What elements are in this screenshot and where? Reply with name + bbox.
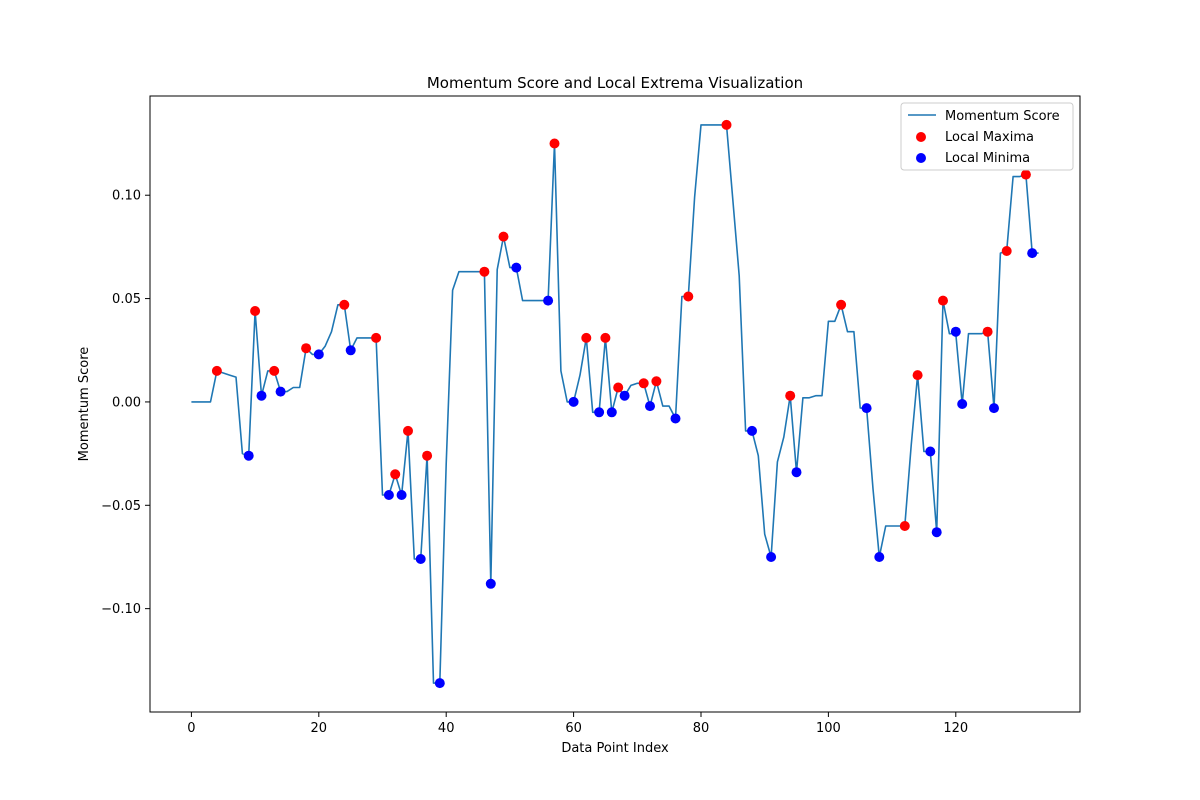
local-minima-point xyxy=(256,390,267,401)
local-maxima-point xyxy=(498,231,509,242)
local-minima-point xyxy=(874,552,885,562)
local-maxima-point xyxy=(600,332,611,343)
y-tick-label: 0.05 xyxy=(112,292,141,307)
local-maxima-point xyxy=(269,365,280,376)
local-maxima-point xyxy=(403,425,413,436)
local-maxima-point xyxy=(982,326,993,337)
local-minima-point xyxy=(396,490,407,500)
local-minima-point xyxy=(568,396,579,407)
local-maxima-point xyxy=(581,332,592,343)
local-minima-point xyxy=(415,554,426,564)
local-minima-point xyxy=(931,527,942,538)
axes-layer: 0 20 40 60 80 100 120 −0.10 −0.05 0.00 0.05 0.10 xyxy=(101,95,1081,736)
local-maxima-point xyxy=(785,390,796,401)
legend-marker-swatch xyxy=(916,132,926,142)
y-tick-label: 0.00 xyxy=(112,395,141,410)
local-maxima-point xyxy=(339,299,350,310)
plot-layer xyxy=(191,119,1039,689)
legend-marker-swatch xyxy=(916,153,926,163)
local-maxima-point xyxy=(836,299,847,310)
local-minima-point xyxy=(275,386,286,397)
x-axis-label: Data Point Index xyxy=(561,741,669,756)
local-maxima-point xyxy=(721,119,732,130)
local-maxima-point xyxy=(390,469,401,480)
legend-label: Local Maxima xyxy=(945,130,1034,145)
local-minima-point xyxy=(925,446,936,457)
local-minima-point xyxy=(791,467,802,478)
y-tick-label: −0.10 xyxy=(101,602,141,617)
x-tick-label: 80 xyxy=(693,721,710,736)
local-maxima-point xyxy=(479,266,490,277)
local-maxima-point xyxy=(422,450,433,461)
x-tick-label: 60 xyxy=(565,721,582,736)
local-maxima-point xyxy=(912,370,923,381)
local-minima-point xyxy=(989,403,999,414)
local-maxima-point xyxy=(371,332,382,343)
local-minima-point xyxy=(383,490,394,500)
local-maxima-point xyxy=(1001,246,1012,256)
local-minima-point xyxy=(861,403,872,414)
local-maxima-point xyxy=(211,365,222,376)
local-minima-point xyxy=(485,578,496,589)
local-maxima-point xyxy=(651,376,662,387)
chart-title: Momentum Score and Local Extrema Visuali… xyxy=(427,74,803,92)
x-tick-label: 20 xyxy=(311,721,328,736)
momentum-score-line xyxy=(191,124,1039,684)
x-tick-label: 40 xyxy=(438,721,455,736)
local-maxima-point xyxy=(301,343,312,354)
local-minima-point xyxy=(243,450,254,461)
x-tick-label: 100 xyxy=(816,721,841,736)
local-maxima-point xyxy=(613,382,624,393)
legend-label: Local Minima xyxy=(945,151,1030,166)
local-minima-point xyxy=(434,678,445,689)
local-minima-point xyxy=(645,401,655,412)
local-maxima-point xyxy=(250,306,261,316)
y-tick-label: 0.10 xyxy=(112,189,141,204)
local-minima-point xyxy=(313,349,324,360)
legend-label: Momentum Score xyxy=(945,109,1060,124)
local-maxima-point xyxy=(938,295,948,306)
local-maxima-point xyxy=(899,521,910,531)
local-maxima-point xyxy=(638,378,649,389)
y-tick-label: −0.05 xyxy=(101,499,141,514)
local-minima-point xyxy=(345,345,356,356)
local-minima-point xyxy=(766,552,777,562)
local-minima-point xyxy=(619,390,630,401)
local-minima-point xyxy=(950,326,961,337)
y-axis-label: Momentum Score xyxy=(77,347,92,462)
local-minima-point xyxy=(670,413,681,424)
x-tick-label: 0 xyxy=(187,721,195,736)
local-minima-point xyxy=(957,399,968,409)
legend-box xyxy=(900,102,1074,171)
plot-frame xyxy=(149,95,1081,713)
local-maxima-point xyxy=(683,291,694,302)
local-minima-point xyxy=(543,295,554,306)
legend: Momentum Score Local Maxima Local Minima xyxy=(900,102,1074,171)
local-minima-point xyxy=(594,407,605,418)
local-minima-point xyxy=(606,407,617,418)
local-maxima-point xyxy=(1020,169,1031,180)
local-minima-point xyxy=(511,262,522,273)
local-minima-point xyxy=(747,425,757,436)
local-minima-point xyxy=(1027,248,1038,259)
x-tick-label: 120 xyxy=(943,721,968,736)
local-maxima-point xyxy=(549,138,560,149)
